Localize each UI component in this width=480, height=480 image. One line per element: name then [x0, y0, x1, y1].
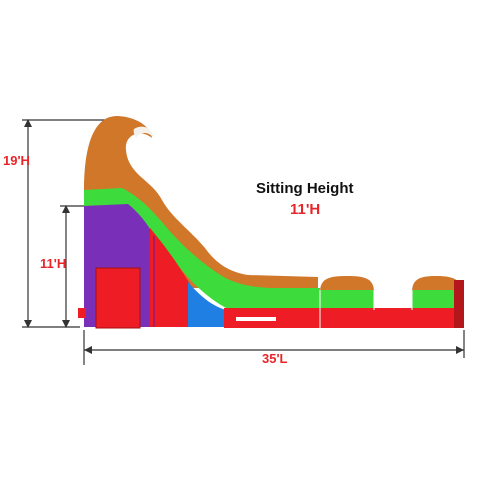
green-band [84, 188, 320, 310]
pool-dark-end [454, 280, 464, 328]
overall-height-label: 19'H [3, 153, 30, 168]
length-dimension [83, 330, 465, 365]
sitting-height-value: 11'H [290, 201, 320, 218]
red-base [224, 308, 464, 328]
ladder-entrance [95, 267, 141, 329]
slide-structure [78, 115, 464, 329]
green-pool-right [412, 290, 464, 310]
white-stripe [236, 317, 276, 321]
sitting-height-title: Sitting Height [256, 180, 354, 197]
wave-curl [133, 126, 153, 138]
pool-bumper-right [412, 276, 462, 292]
length-label: 35'L [262, 351, 288, 366]
green-pool-left [320, 290, 374, 310]
pool-bumper-left [320, 276, 374, 292]
red-slide [150, 228, 190, 327]
slide-height-label: 11'H [40, 256, 66, 271]
blue-section [188, 282, 226, 327]
entry-step [78, 308, 86, 318]
